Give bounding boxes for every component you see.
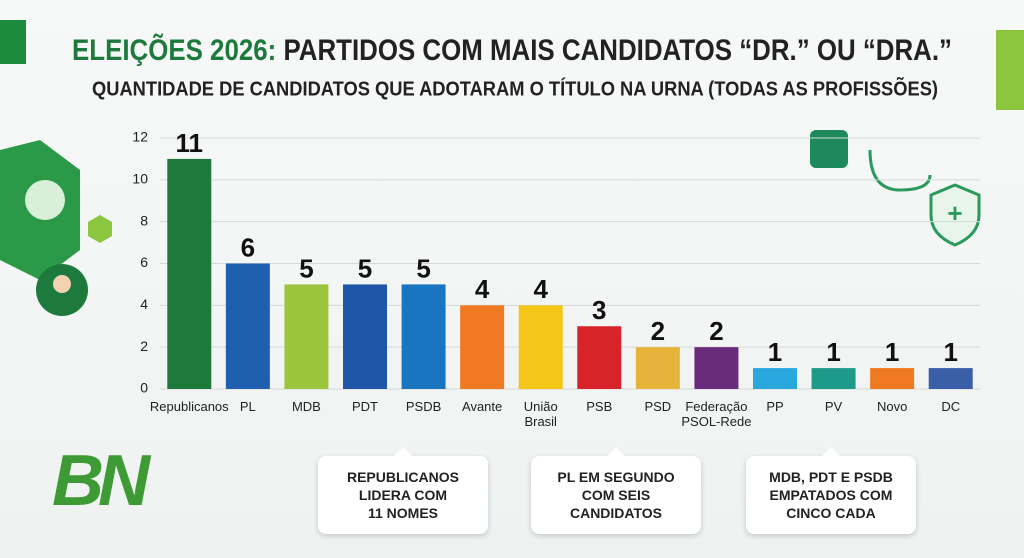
- corner-bar: [0, 20, 26, 64]
- value-label: 1: [885, 337, 899, 367]
- value-label: 3: [592, 295, 606, 325]
- x-tick-label: Federação PSOL-Rede: [681, 399, 752, 429]
- x-tick-label: PSB: [586, 399, 613, 414]
- value-label: 2: [651, 316, 665, 346]
- bar: [401, 284, 446, 389]
- value-label: 1: [943, 337, 957, 367]
- y-tick-label: 12: [132, 129, 148, 145]
- x-tick-label: DC: [941, 399, 961, 414]
- value-label: 1: [768, 337, 782, 367]
- corner-bar: [996, 30, 1024, 110]
- value-label: 5: [358, 253, 372, 283]
- annotation: REPUBLICANOS LIDERA COM 11 NOMES: [318, 447, 488, 534]
- icon-cross: +: [947, 198, 962, 228]
- bar: [753, 368, 797, 389]
- value-label: 5: [416, 253, 430, 283]
- x-tick-label: Novo: [876, 399, 908, 414]
- x-tick-label: PSD: [644, 399, 672, 414]
- x-tick-label: PV: [824, 399, 843, 414]
- chart-title: ELEIÇÕES 2026: PARTIDOS COM MAIS CANDIDA…: [72, 33, 952, 67]
- y-tick-label: 8: [140, 212, 148, 228]
- bar: [518, 305, 563, 389]
- title-text: PARTIDOS COM MAIS CANDIDATOS “DR.” OU “D…: [283, 34, 952, 67]
- bar: [694, 347, 739, 389]
- bar: [577, 326, 622, 389]
- bar: [167, 158, 212, 389]
- y-tick-label: 6: [140, 254, 148, 270]
- x-tick-label: Republicanos: [149, 399, 229, 414]
- bar: [225, 263, 270, 389]
- x-tick-label: PSDB: [405, 399, 442, 414]
- icon-shield: [929, 183, 981, 247]
- x-tick-label: União Brasil: [523, 399, 558, 429]
- bar: [343, 284, 387, 389]
- x-tick-label: PP: [766, 399, 784, 414]
- icon-doctor: [53, 275, 71, 293]
- chart-subtitle: QUANTIDADE DE CANDIDATOS QUE ADOTARAM O …: [92, 76, 938, 100]
- x-tick-label: PDT: [352, 399, 378, 414]
- x-tick-label: PL: [239, 399, 256, 414]
- annotation: PL EM SEGUNDO COM SEIS CANDIDATOS: [531, 447, 701, 534]
- value-label: 4: [533, 274, 548, 304]
- y-tick-label: 10: [132, 171, 148, 187]
- y-tick-label: 2: [140, 338, 148, 354]
- x-tick-label: MDB: [291, 399, 321, 414]
- icon-stethoscope: [868, 149, 932, 192]
- value-label: 2: [709, 316, 723, 346]
- bar: [870, 368, 915, 389]
- value-label: 6: [241, 232, 255, 262]
- value-label: 5: [299, 253, 313, 283]
- logo: BN: [52, 441, 150, 521]
- bar: [460, 305, 505, 389]
- icon-heart: [810, 130, 848, 168]
- title-highlight: ELEIÇÕES 2026:: [72, 33, 276, 67]
- y-tick-label: 4: [140, 296, 148, 312]
- value-label: 11: [176, 128, 204, 158]
- x-tick-label: Avante: [462, 399, 503, 414]
- bar: [811, 368, 856, 389]
- value-label: 1: [826, 337, 840, 367]
- icon-chart: [25, 180, 65, 220]
- hex-decor: [88, 215, 112, 243]
- value-label: 4: [475, 274, 490, 304]
- bar: [284, 284, 329, 389]
- bar: [928, 368, 973, 389]
- bar: [635, 347, 680, 389]
- y-tick-label: 0: [140, 380, 148, 396]
- annotation: MDB, PDT E PSDB EMPATADOS COM CINCO CADA: [746, 447, 916, 534]
